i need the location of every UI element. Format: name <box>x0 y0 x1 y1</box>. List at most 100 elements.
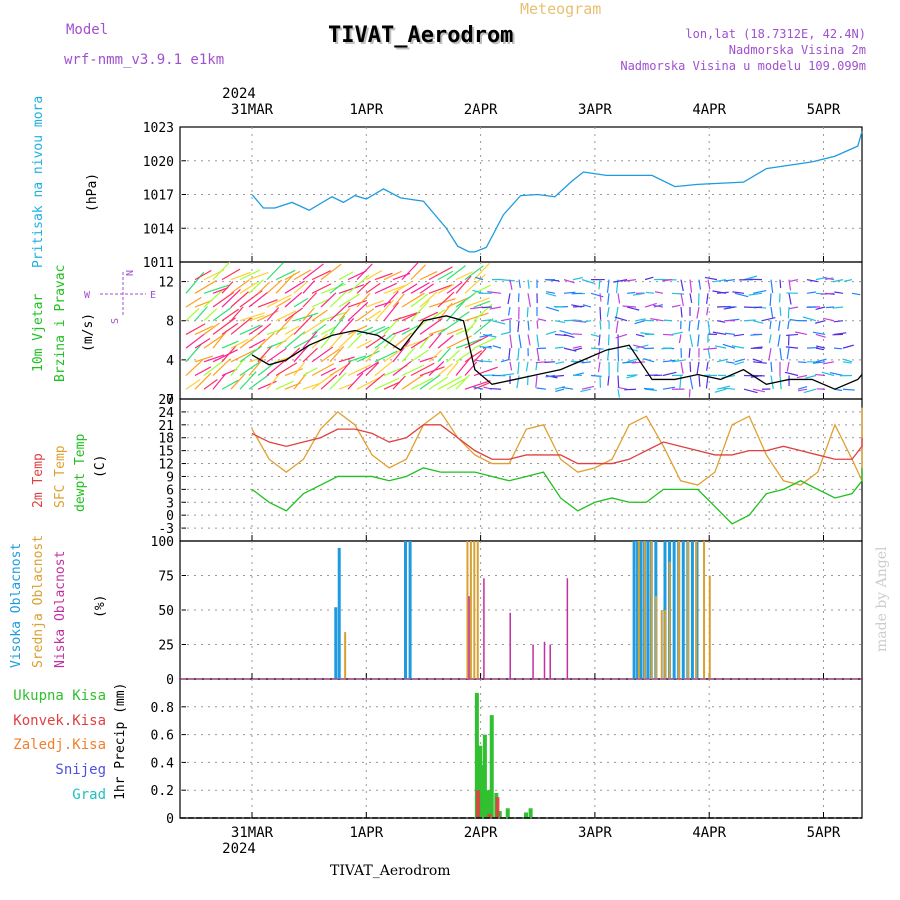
wind-arrow <box>671 292 685 295</box>
wind-arrow <box>185 378 201 390</box>
wind-arrow <box>230 317 252 335</box>
top-day-label: 4APR <box>692 102 726 118</box>
wind-arrow <box>698 279 702 290</box>
wind-arrow <box>823 317 835 322</box>
wind-arrow <box>723 306 736 310</box>
wind-arrow <box>707 348 711 359</box>
wind-arrow <box>302 318 327 335</box>
wind-arrow <box>248 291 269 308</box>
wind-arrow <box>338 331 357 349</box>
wind-arrow <box>825 306 835 309</box>
y-tick-label: 1017 <box>143 189 174 204</box>
wind-arrow <box>194 355 214 363</box>
legend-hail: Grad <box>72 787 106 803</box>
wind-arrow <box>768 334 772 344</box>
wind-arrow <box>482 333 497 338</box>
cloud-unit-label: (%) <box>93 595 108 618</box>
wind-arrow <box>365 362 380 376</box>
wind-arrow <box>185 307 200 322</box>
wind-arrow <box>599 320 602 330</box>
wind-arrow <box>572 345 582 349</box>
cloud-axis-label: Visoka Oblacnost <box>9 543 24 668</box>
wind-arrow <box>284 331 306 349</box>
wind-arrow <box>221 308 239 322</box>
wind-arrow <box>821 371 835 377</box>
wind-arrow <box>266 294 292 308</box>
wind-arrow <box>509 334 513 348</box>
wind-arrow <box>714 388 727 393</box>
wind-arrow <box>725 361 735 364</box>
wind-arrow <box>842 358 853 363</box>
wind-arrow <box>221 268 241 281</box>
wind-arrow <box>338 271 354 281</box>
cloud-bar-high <box>404 541 408 679</box>
wind-arrow <box>732 291 745 294</box>
wind-arrow <box>492 345 502 349</box>
wind-arrow <box>311 363 335 377</box>
wind-arrow <box>643 387 655 390</box>
wind-arrow <box>428 332 442 349</box>
wind-arrow <box>635 333 645 338</box>
wind-arrow <box>248 324 263 335</box>
wind-arrow <box>212 291 235 308</box>
y-tick-label: 0 <box>166 673 174 688</box>
legend-total-rain: Ukupna Kisa <box>13 688 106 704</box>
cloud-bar-mid <box>650 541 653 679</box>
wind-arrow <box>537 318 547 322</box>
wind-arrow <box>383 270 402 281</box>
wind-arrow <box>644 302 657 308</box>
wind-arrow <box>284 307 304 322</box>
wind-arrow <box>410 362 435 377</box>
wind-arrow <box>779 375 782 390</box>
wind-arrow <box>392 293 405 308</box>
wind-arrow <box>733 333 745 337</box>
wind-arrow <box>302 347 318 363</box>
wind-arrow <box>419 283 434 294</box>
wind-arrow <box>338 356 355 363</box>
wind-arrow <box>446 296 471 308</box>
bottom-day-label: 1APR <box>349 825 383 841</box>
precip-bar-total <box>478 745 483 818</box>
wind-arrow <box>832 306 844 309</box>
y-tick-label: 24 <box>158 406 174 421</box>
wind-arrow <box>833 347 843 350</box>
wind-arrow <box>194 366 212 377</box>
top-year: 2024 <box>222 86 256 102</box>
cloud-bar-mid <box>655 596 658 679</box>
wind-arrow <box>843 279 853 282</box>
wind-arrow <box>266 347 287 363</box>
wind-arrow <box>581 361 592 364</box>
wind-arrow <box>419 335 431 349</box>
wind-arrow <box>753 306 763 309</box>
wind-arrow <box>194 372 212 390</box>
wind-arrow <box>768 348 772 361</box>
wind-arrow <box>555 388 565 392</box>
wind-arrow <box>631 361 646 364</box>
wind-axis-label-2: Brzina i Pravac <box>53 265 68 382</box>
wind-arrow <box>275 362 298 377</box>
wind-arrow <box>725 332 736 336</box>
wind-arrow <box>356 308 375 322</box>
wind-arrow <box>613 279 628 283</box>
precip-bar-total <box>505 808 510 818</box>
wind-arrow <box>662 359 676 363</box>
wind-arrow <box>437 283 455 294</box>
wind-arrow <box>479 333 493 338</box>
wind-arrow <box>383 381 401 390</box>
bottom-day-label: 3APR <box>578 825 612 841</box>
wind-arrow <box>815 358 827 363</box>
wind-arrow <box>266 307 280 322</box>
wind-arrow <box>203 288 224 308</box>
precip-bar-total <box>489 715 494 818</box>
model-label: Model <box>66 22 108 38</box>
y-tick-label: 15 <box>158 445 174 460</box>
y-tick-label: 6 <box>166 483 174 498</box>
wind-arrow <box>347 355 366 363</box>
wind-arrow <box>203 354 225 363</box>
precip-bar-conv <box>487 813 492 818</box>
wind-arrow <box>428 266 453 281</box>
panel-frame <box>179 126 863 263</box>
wind-arrow <box>383 291 399 308</box>
compass-south: S <box>110 318 121 324</box>
wind-arrow <box>239 281 258 294</box>
